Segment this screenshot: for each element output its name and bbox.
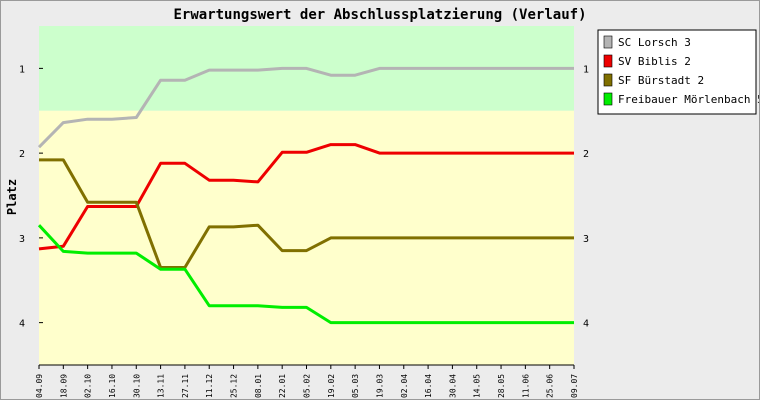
legend-label: Freibauer Mörlenbach 5 <box>618 93 759 106</box>
x-tick-label: 02.10 <box>84 374 93 398</box>
legend-label: SC Lorsch 3 <box>618 36 691 49</box>
x-tick-label: 16.10 <box>108 374 117 398</box>
legend-box <box>597 29 757 115</box>
x-tick-label: 14.05 <box>473 374 482 398</box>
y-tick-label-left: 1 <box>19 64 25 75</box>
legend: SC Lorsch 3 SV Biblis 2 SF Bürstadt 2 Freib… <box>597 29 759 115</box>
y-tick-label-left: 3 <box>19 234 25 245</box>
series-line <box>39 158 574 269</box>
y-tick-label-right: 4 <box>583 319 589 330</box>
x-tick-label: 25.12 <box>230 374 239 398</box>
y-axis-label: Platz <box>5 179 19 215</box>
x-tick-label: 02.04 <box>400 374 409 398</box>
legend-swatch <box>603 35 613 49</box>
x-tick-label: 05.02 <box>303 374 312 398</box>
y-tick-label-left: 2 <box>19 149 25 160</box>
legend-swatch <box>603 92 613 106</box>
x-tick-label: 22.01 <box>278 374 287 398</box>
x-tick-label: 28.05 <box>497 374 506 398</box>
x-tick-label: 25.06 <box>546 374 555 398</box>
series-line <box>37 66 574 149</box>
x-tick-label: 13.11 <box>157 374 166 398</box>
axis-ticks: 1 1 2 2 3 3 4 4 04.09 18.09 02.10 16.10 30.10 13.11 27… <box>19 64 589 398</box>
legend-label: SF Bürstadt 2 <box>618 74 704 87</box>
x-tick-label: 08.01 <box>254 374 263 398</box>
rank-zones <box>39 26 574 365</box>
x-tick-label: 16.04 <box>424 374 433 398</box>
y-tick-label-right: 1 <box>583 64 589 75</box>
x-tick-label: 19.03 <box>375 374 384 398</box>
chart-title: Erwartungswert der Abschlussplatzierung … <box>173 7 586 23</box>
legend-swatch <box>603 73 613 87</box>
series-line <box>38 143 574 251</box>
series-line <box>37 224 574 325</box>
x-tick-label: 11.06 <box>521 374 530 398</box>
y-tick-label-right: 3 <box>583 234 589 245</box>
x-tick-label: 05.03 <box>351 374 360 398</box>
x-tick-label: 27.11 <box>181 374 190 398</box>
x-tick-label: 04.09 <box>35 374 44 398</box>
x-tick-label: 11.12 <box>205 374 214 398</box>
x-tick-label: 19.02 <box>327 374 336 398</box>
x-tick-label: 09.07 <box>570 374 579 398</box>
x-tick-label: 30.10 <box>132 374 141 398</box>
x-tick-label: 30.04 <box>448 374 457 398</box>
y-tick-label-left: 4 <box>19 319 25 330</box>
y-tick-label-right: 2 <box>583 149 589 160</box>
legend-swatch <box>603 54 613 68</box>
series-lines <box>37 66 574 325</box>
x-tick-label: 18.09 <box>59 374 68 398</box>
legend-label: SV Biblis 2 <box>618 55 691 68</box>
